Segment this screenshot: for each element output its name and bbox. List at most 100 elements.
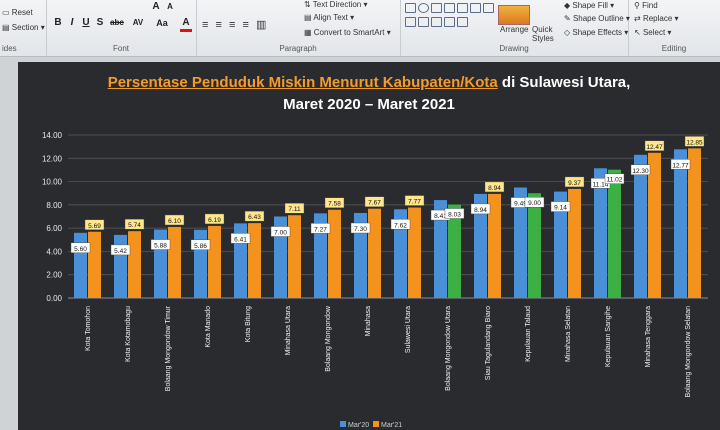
oval-shape-icon[interactable] xyxy=(418,3,429,13)
flowchart-shape-icon[interactable] xyxy=(457,17,468,27)
editing-group: ⚲ Find ⇄ Replace ▾ ↖ Select ▾ Editing xyxy=(628,0,720,56)
alignment-buttons[interactable]: ≡ ≡ ≡ ≡ ▥ xyxy=(202,18,268,31)
block-arrow-shape-icon[interactable] xyxy=(418,17,429,27)
arrange-button[interactable]: Arrange xyxy=(500,25,529,34)
data-label-mar21-box xyxy=(324,197,345,208)
data-label-mar21-box xyxy=(84,219,105,230)
data-label-mar21: 7.77 xyxy=(408,199,421,206)
brace-shape-icon[interactable] xyxy=(405,17,416,27)
data-label-mar21: 5.69 xyxy=(88,223,101,230)
select-button[interactable]: ↖ Select ▾ xyxy=(634,28,672,37)
text-direction-button[interactable]: ⇅ Text Direction ▾ xyxy=(304,0,368,9)
data-label-mar21: 12.85 xyxy=(686,139,703,146)
data-label-mar21-box xyxy=(284,203,305,214)
arrow-shape-icon[interactable] xyxy=(444,3,455,13)
bar-mar21 xyxy=(288,215,301,298)
arrange-icon[interactable] xyxy=(498,5,530,25)
heart-shape-icon[interactable] xyxy=(444,17,455,27)
bar-mar20 xyxy=(434,200,447,298)
align-center-icon[interactable]: ≡ xyxy=(215,19,224,31)
star-shape-icon[interactable] xyxy=(470,3,481,13)
x-tick-label: Bolaang Mongondow Utara xyxy=(445,306,452,391)
data-label-mar21-box xyxy=(564,176,585,188)
drawing-group-label: Drawing xyxy=(499,44,529,53)
data-label-mar20: 7.62 xyxy=(394,222,407,229)
legend-label-mar21: Mar'21 xyxy=(381,422,402,429)
y-tick-label: 8.00 xyxy=(46,201,62,210)
data-label-mar20-box xyxy=(630,164,651,175)
drawing-group: Arrange Quick Styles ◆ Shape Fill ▾ ✎ Sh… xyxy=(400,0,630,56)
data-label-mar20-box xyxy=(110,244,131,256)
shape-effects-button[interactable]: ◇ Shape Effects ▾ xyxy=(564,28,629,37)
character-spacing-button[interactable]: AV xyxy=(132,18,144,27)
y-tick-label: 10.00 xyxy=(42,178,63,187)
data-label-mar21: 6.19 xyxy=(208,217,221,224)
underline-button[interactable]: U xyxy=(82,17,90,28)
x-tick-label: Kota Kotamobagu xyxy=(125,306,132,362)
bold-button[interactable]: B xyxy=(54,17,62,28)
data-label-mar20-box xyxy=(310,223,331,234)
data-label-mar21-box xyxy=(404,195,425,206)
align-right-icon[interactable]: ≡ xyxy=(228,19,238,31)
replace-button[interactable]: ⇄ Replace ▾ xyxy=(634,14,679,23)
bar-mar21 xyxy=(168,226,181,298)
bar-mar21 xyxy=(208,225,221,298)
bar-mar21 xyxy=(568,188,581,298)
x-tick-label: Kepulauan Sangihe xyxy=(605,306,612,367)
slide-title-accent: Persentase Penduduk Miskin Menurut Kabup… xyxy=(107,74,498,91)
convert-smartart-button[interactable]: ▦ Convert to SmartArt ▾ xyxy=(304,28,391,37)
paint-bucket-icon: ◆ xyxy=(564,1,573,10)
quick-styles-button[interactable]: Quick Styles xyxy=(532,25,554,43)
shadow-button[interactable]: S xyxy=(96,17,104,28)
font-group-label: Font xyxy=(112,44,129,53)
justify-icon[interactable]: ≡ xyxy=(242,19,251,31)
slide[interactable]: Persentase Penduduk Miskin Menurut Kabup… xyxy=(18,62,720,430)
bar-chart[interactable]: 0.00 2.00 4.00 6.00 8.00 10.00 12.00 14.00 5.60 5… xyxy=(18,62,720,430)
data-label-mar21: 7.11 xyxy=(288,206,301,213)
bar-mar20 xyxy=(114,234,127,298)
columns-icon[interactable]: ▥ xyxy=(255,19,269,31)
data-label-mar21: 5.74 xyxy=(128,222,141,229)
change-case-button[interactable]: Aa xyxy=(156,18,168,28)
x-tick-label: Minahasa xyxy=(365,306,372,336)
shrink-font-button[interactable]: A xyxy=(167,2,173,11)
y-tick-label: 4.00 xyxy=(46,247,62,256)
reset-button[interactable]: ▭ Reset xyxy=(2,8,33,17)
font-color-button[interactable]: A xyxy=(180,17,192,32)
data-label-mar21: 8.03 xyxy=(448,212,461,219)
align-text-button[interactable]: ▤ Align Text ▾ xyxy=(304,13,355,22)
grow-font-button[interactable]: A xyxy=(152,1,160,12)
bar-mar20 xyxy=(634,154,647,298)
data-label-mar20: 9.14 xyxy=(554,205,567,212)
data-label-mar21: 8.94 xyxy=(488,185,501,192)
shape-fill-button[interactable]: ◆ Shape Fill ▾ xyxy=(564,1,615,10)
data-label-mar21-box xyxy=(644,140,665,152)
data-label-mar21-box xyxy=(124,218,145,230)
shapes-gallery[interactable] xyxy=(404,2,496,30)
section-button[interactable]: ▤ Section ▾ xyxy=(2,23,45,32)
y-tick-label: 2.00 xyxy=(46,271,62,280)
bar-mar20 xyxy=(594,168,607,298)
italic-button[interactable]: I xyxy=(70,17,74,28)
align-left-icon[interactable]: ≡ xyxy=(202,19,211,31)
x-tick-label: Bolaang Mongondow Timur xyxy=(165,305,172,391)
bar-mar20 xyxy=(314,213,327,298)
x-tick-label: Sulawesi Utara xyxy=(405,306,412,353)
strikethrough-button[interactable]: abc xyxy=(110,18,124,27)
shape-outline-button[interactable]: ✎ Shape Outline ▾ xyxy=(564,14,630,23)
bar-mar21 xyxy=(608,169,621,298)
triangle-shape-icon[interactable] xyxy=(457,3,468,13)
data-label-mar21: 9.37 xyxy=(568,180,581,187)
align-text-icon: ▤ xyxy=(304,13,314,22)
data-label-mar21: 11.02 xyxy=(607,177,623,184)
legend-swatch-mar21 xyxy=(373,421,379,427)
line-shape-icon[interactable] xyxy=(431,3,442,13)
slide-title-rest: di Sulawesi Utara, xyxy=(497,74,631,91)
data-label-mar21: 7.67 xyxy=(368,200,381,207)
curve-shape-icon[interactable] xyxy=(431,17,442,27)
find-button[interactable]: ⚲ Find xyxy=(634,1,658,10)
bar-mar21 xyxy=(408,207,421,298)
callout-shape-icon[interactable] xyxy=(483,3,494,13)
legend-swatch-mar20 xyxy=(340,421,346,427)
rectangle-shape-icon[interactable] xyxy=(405,3,416,13)
